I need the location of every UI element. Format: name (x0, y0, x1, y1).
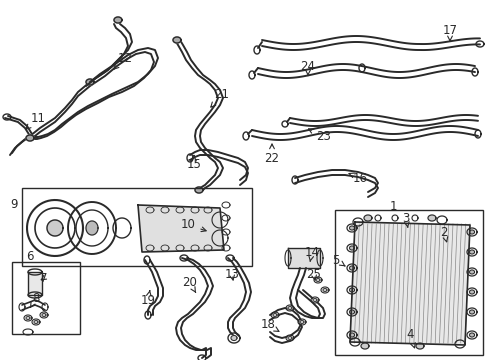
Polygon shape (28, 272, 42, 295)
Polygon shape (349, 288, 354, 292)
Text: 18: 18 (260, 319, 278, 332)
Polygon shape (26, 135, 34, 141)
Text: 13: 13 (224, 269, 239, 282)
Text: 9: 9 (10, 198, 18, 211)
Polygon shape (287, 248, 319, 268)
Polygon shape (427, 215, 435, 221)
Polygon shape (349, 266, 354, 270)
Polygon shape (195, 187, 203, 193)
Bar (12, 262, 80, 334)
Polygon shape (287, 337, 291, 339)
Polygon shape (468, 310, 473, 314)
Polygon shape (468, 270, 473, 274)
Bar (334, 210, 482, 355)
Polygon shape (86, 79, 94, 85)
Polygon shape (287, 306, 291, 310)
Polygon shape (86, 221, 98, 235)
Polygon shape (360, 343, 368, 349)
Polygon shape (349, 310, 354, 314)
Text: 25: 25 (306, 269, 321, 282)
Polygon shape (26, 316, 30, 319)
Polygon shape (272, 314, 276, 316)
Polygon shape (230, 336, 237, 341)
Polygon shape (42, 314, 46, 316)
Polygon shape (349, 222, 469, 345)
Polygon shape (363, 215, 371, 221)
Polygon shape (114, 17, 122, 23)
Polygon shape (415, 343, 423, 349)
Polygon shape (138, 205, 224, 252)
Text: 6: 6 (26, 251, 34, 264)
Polygon shape (323, 288, 326, 292)
Text: 2: 2 (439, 225, 447, 242)
Polygon shape (349, 246, 354, 250)
Text: 3: 3 (402, 211, 409, 228)
Text: 19: 19 (140, 291, 155, 306)
Text: 14: 14 (304, 246, 319, 261)
Text: 24: 24 (300, 59, 315, 75)
Polygon shape (315, 279, 319, 282)
Text: 21: 21 (210, 89, 229, 107)
Polygon shape (47, 220, 63, 236)
Text: 20: 20 (182, 276, 197, 292)
Polygon shape (312, 298, 316, 301)
Text: 17: 17 (442, 23, 457, 41)
Bar (22, 188, 251, 266)
Polygon shape (34, 320, 38, 324)
Text: 22: 22 (264, 144, 279, 165)
Polygon shape (468, 333, 473, 337)
Text: 23: 23 (308, 129, 331, 144)
Text: 16: 16 (348, 171, 367, 184)
Polygon shape (173, 37, 181, 43)
Text: 11: 11 (26, 112, 45, 129)
Text: 10: 10 (180, 219, 206, 231)
Text: 8: 8 (30, 292, 40, 307)
Text: 4: 4 (406, 328, 414, 348)
Text: 12: 12 (113, 51, 132, 69)
Polygon shape (349, 226, 354, 230)
Text: 1: 1 (388, 201, 396, 213)
Text: 7: 7 (40, 271, 48, 284)
Polygon shape (468, 250, 473, 254)
Polygon shape (300, 320, 304, 324)
Polygon shape (468, 230, 473, 234)
Text: 5: 5 (332, 253, 344, 266)
Polygon shape (468, 290, 473, 294)
Text: 15: 15 (186, 156, 201, 171)
Polygon shape (349, 333, 354, 337)
